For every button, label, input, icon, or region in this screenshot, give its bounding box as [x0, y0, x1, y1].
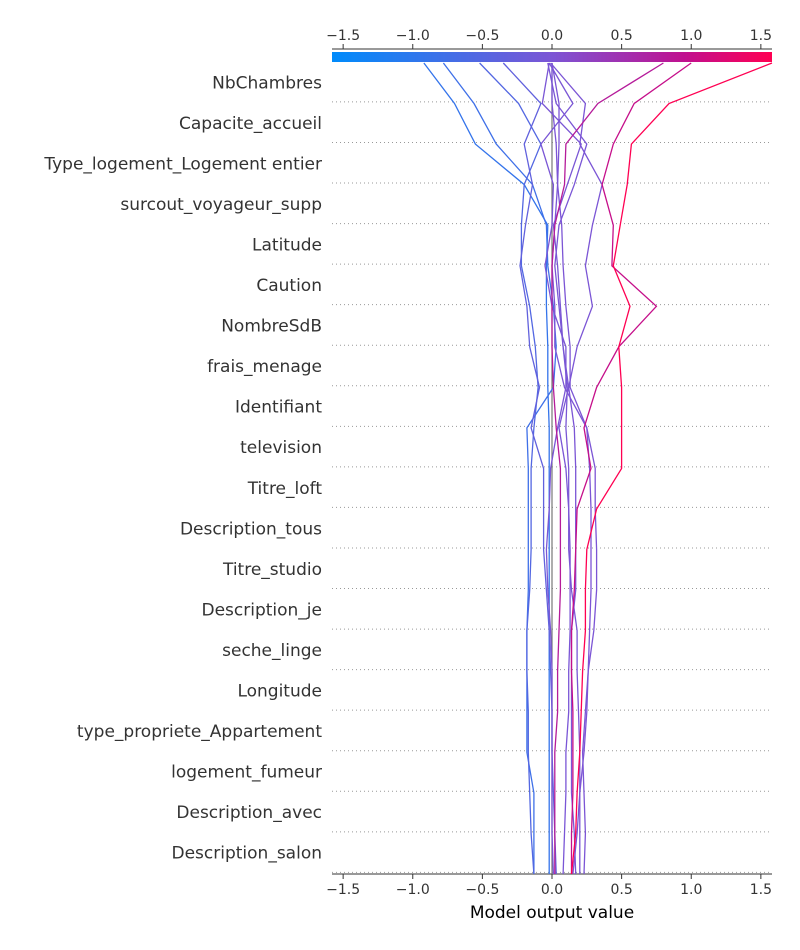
- feature-labels: NbChambres Capacite_accueil Type_logement_…: [43, 73, 322, 863]
- feature-label: Capacite_accueil: [179, 114, 322, 134]
- feature-label: NbChambres: [212, 73, 322, 93]
- decision-line-1: [423, 62, 550, 874]
- decision-line-6: [547, 62, 588, 875]
- top-tick-label: 0.0: [541, 28, 563, 44]
- x-axis-title: Model output value: [470, 903, 634, 923]
- decision-line-3: [479, 62, 542, 875]
- decision-line-12: [570, 62, 692, 874]
- feature-label: Titre_studio: [222, 560, 322, 580]
- feature-label: Titre_loft: [247, 479, 323, 499]
- feature-label: Description_salon: [172, 844, 323, 864]
- top-tick-label: −0.5: [465, 28, 499, 44]
- decision-line-4: [502, 62, 557, 875]
- feature-label: surcout_voyageur_supp: [120, 195, 322, 215]
- top-tick-label: −1.5: [326, 28, 360, 44]
- decision-line-7: [541, 62, 582, 874]
- decision-line-13: [570, 62, 773, 875]
- feature-label: frais_menage: [207, 357, 322, 377]
- bottom-tick-label: 1.0: [680, 882, 702, 898]
- feature-label: television: [240, 438, 322, 458]
- colorbar: [332, 52, 772, 62]
- decision-line-5: [540, 62, 574, 875]
- top-tick-label: 1.0: [680, 28, 702, 44]
- feature-label: Latitude: [252, 235, 322, 255]
- feature-label: type_propriete_Appartement: [77, 722, 322, 742]
- bottom-tick-label: −0.5: [465, 882, 499, 898]
- top-tick-label: 0.5: [610, 28, 632, 44]
- feature-label: Description_je: [201, 600, 322, 620]
- feature-label: NombreSdB: [221, 317, 322, 337]
- top-tick-label: −1.0: [396, 28, 430, 44]
- decision-line-11: [551, 62, 664, 874]
- feature-label: Description_tous: [180, 519, 322, 539]
- feature-label: logement_fumeur: [171, 763, 322, 783]
- feature-label: Caution: [256, 276, 322, 296]
- bottom-tick-label: 0.0: [541, 882, 563, 898]
- top-tick-label: 1.5: [750, 28, 772, 44]
- feature-label: Longitude: [237, 682, 322, 702]
- feature-label: Type_logement_Logement entier: [43, 154, 322, 174]
- bottom-tick-label: 0.5: [610, 882, 632, 898]
- bottom-tick-label: −1.5: [326, 882, 360, 898]
- decision-line-2: [442, 62, 557, 874]
- decision-line-10: [551, 63, 598, 875]
- feature-label: Identifiant: [235, 398, 322, 418]
- feature-label: seche_linge: [222, 641, 322, 661]
- decision-lines: [423, 62, 773, 875]
- x-axes: −1.5 −1.5 −1.0 −1.0 −0.5 −0.5 0.0 0.0 0.5 0.5 1.0 1…: [326, 28, 772, 898]
- decision-line-8: [550, 62, 603, 875]
- bottom-tick-label: −1.0: [396, 882, 430, 898]
- feature-label: Description_avec: [176, 803, 322, 823]
- bottom-tick-label: 1.5: [750, 882, 772, 898]
- decision-line-9: [551, 62, 592, 875]
